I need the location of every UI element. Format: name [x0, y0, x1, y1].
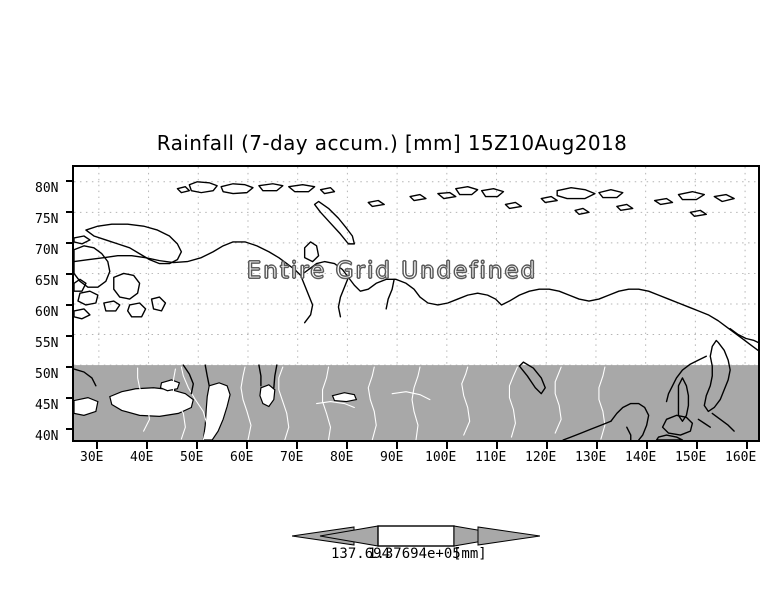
xtick-label-60E: 60E: [230, 450, 254, 465]
ytick-label-45N: 45N: [35, 398, 59, 413]
ytick-mark: [66, 242, 73, 244]
ytick-mark: [66, 397, 73, 399]
map-canvas: [74, 167, 758, 440]
xtick-mark: [296, 442, 298, 449]
coastlines: [74, 181, 758, 440]
xtick-mark: [696, 442, 698, 449]
map-gridlines: [74, 167, 758, 440]
xtick-mark: [746, 442, 748, 449]
ytick-label-60N: 60N: [35, 305, 59, 320]
xtick-label-100E: 100E: [425, 450, 457, 465]
xtick-label-50E: 50E: [180, 450, 204, 465]
xtick-mark: [596, 442, 598, 449]
colorbar-max-label: 1.37694e+05: [368, 546, 461, 562]
xtick-label-40E: 40E: [130, 450, 154, 465]
ytick-mark: [66, 335, 73, 337]
ytick-label-70N: 70N: [35, 243, 59, 258]
ytick-label-40N: 40N: [35, 429, 59, 444]
colorbar-center-box: [377, 525, 455, 547]
xtick-mark: [96, 442, 98, 449]
xtick-label-130E: 130E: [575, 450, 607, 465]
ytick-mark: [66, 304, 73, 306]
xtick-label-90E: 90E: [380, 450, 404, 465]
ytick-label-55N: 55N: [35, 336, 59, 351]
map-plot-area[interactable]: [72, 165, 760, 442]
water-bodies: [74, 379, 358, 440]
ytick-label-80N: 80N: [35, 181, 59, 196]
xtick-label-160E: 160E: [725, 450, 757, 465]
xtick-label-110E: 110E: [475, 450, 507, 465]
xtick-mark: [146, 442, 148, 449]
xtick-mark: [646, 442, 648, 449]
ytick-mark: [66, 211, 73, 213]
xtick-label-30E: 30E: [80, 450, 104, 465]
ytick-label-50N: 50N: [35, 367, 59, 382]
coastlines-south: [74, 364, 278, 395]
rivers: [137, 366, 606, 440]
ytick-mark: [66, 273, 73, 275]
colorbar[interactable]: [292, 521, 540, 551]
xtick-mark: [546, 442, 548, 449]
ytick-mark: [66, 428, 73, 430]
colorbar-min-label: 137.694: [331, 546, 391, 562]
xtick-label-140E: 140E: [625, 450, 657, 465]
xtick-mark: [396, 442, 398, 449]
colorbar-units-label: [mm]: [453, 546, 487, 562]
colorbar-right-arrow: [477, 526, 540, 546]
xtick-mark: [196, 442, 198, 449]
xtick-mark: [346, 442, 348, 449]
xtick-mark: [446, 442, 448, 449]
ytick-label-75N: 75N: [35, 212, 59, 227]
ytick-mark: [66, 366, 73, 368]
map-svg: [74, 167, 758, 440]
page-title: Rainfall (7-day accum.) [mm] 15Z10Aug201…: [156, 131, 628, 155]
xtick-mark: [496, 442, 498, 449]
ytick-label-65N: 65N: [35, 274, 59, 289]
grid-undefined-message: Entire Grid Undefined: [246, 258, 538, 285]
colorbar-svg: [292, 525, 540, 547]
xtick-label-120E: 120E: [525, 450, 557, 465]
xtick-mark: [246, 442, 248, 449]
xtick-label-150E: 150E: [675, 450, 707, 465]
xtick-label-70E: 70E: [280, 450, 304, 465]
xtick-label-80E: 80E: [330, 450, 354, 465]
ytick-mark: [66, 180, 73, 182]
